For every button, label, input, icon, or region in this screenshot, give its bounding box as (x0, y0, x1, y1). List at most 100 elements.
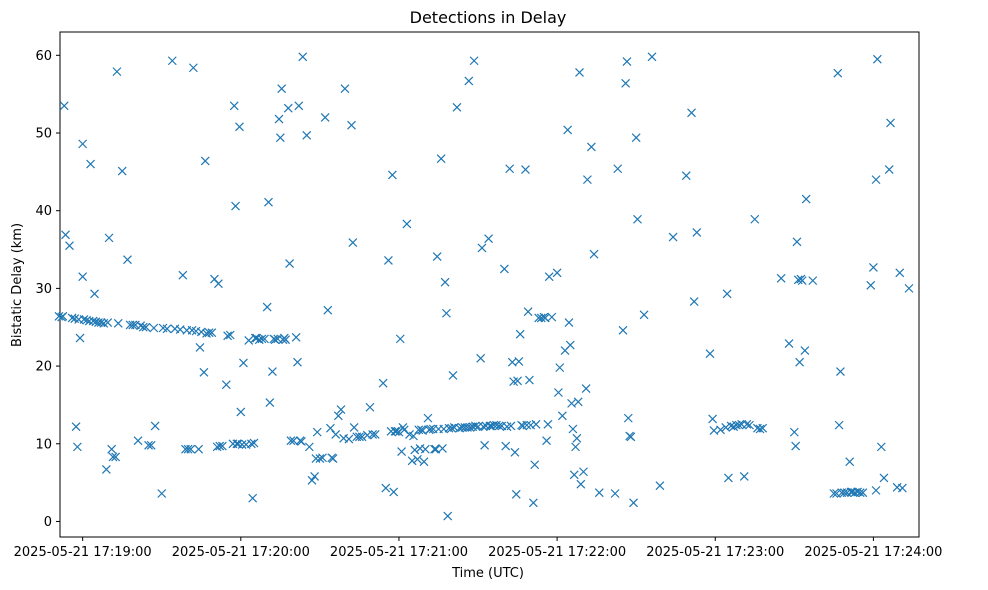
data-point-marker (72, 442, 82, 452)
data-point-marker (521, 165, 530, 174)
data-point-marker (499, 264, 509, 274)
data-point-marker (734, 420, 744, 430)
y-tick-label: 50 (35, 127, 52, 142)
data-point-marker (722, 289, 732, 299)
data-point-marker (397, 447, 407, 456)
data-point-marker (506, 421, 516, 431)
data-point-marker (536, 313, 546, 323)
data-point-marker (347, 120, 356, 130)
data-point-marker (633, 214, 642, 224)
data-point-marker (724, 473, 733, 483)
data-point-marker (689, 297, 699, 307)
data-point-marker (162, 324, 172, 334)
data-point-marker (304, 442, 314, 452)
data-point-marker (320, 113, 330, 122)
data-point-marker (79, 315, 89, 324)
data-point-marker (501, 441, 511, 451)
data-point-marker (103, 318, 113, 327)
data-point-marker (729, 422, 739, 432)
data-point-marker (387, 170, 397, 180)
data-point-marker (248, 493, 258, 503)
data-point-marker (621, 78, 631, 88)
data-point-marker (365, 402, 375, 412)
data-point-marker (231, 201, 240, 211)
data-point-marker (141, 322, 151, 332)
data-point-marker (138, 322, 148, 332)
data-point-marker (90, 289, 99, 299)
x-tick-label: 2025-05-21 17:22:00 (488, 545, 626, 560)
data-point-marker (845, 457, 855, 467)
data-point-marker (886, 118, 895, 128)
data-point-marker (285, 259, 295, 268)
data-point-marker (426, 424, 436, 434)
data-point-marker (631, 133, 641, 143)
data-point-marker (378, 378, 388, 388)
data-point-marker (123, 255, 132, 265)
data-point-marker (833, 68, 843, 78)
data-point-marker (565, 340, 575, 350)
data-point-marker (750, 214, 760, 224)
data-point-marker (655, 481, 665, 491)
data-point-marker (277, 84, 287, 94)
data-point-marker (522, 420, 532, 430)
data-point-marker (443, 511, 453, 521)
data-point-marker (555, 363, 565, 373)
data-point-marker (71, 422, 81, 432)
data-point-marker (275, 133, 285, 143)
x-tick-label: 2025-05-21 17:24:00 (804, 545, 942, 560)
data-point-marker (513, 376, 522, 386)
data-point-marker (543, 419, 553, 429)
data-point-marker (291, 332, 301, 342)
data-point-marker (183, 444, 193, 454)
data-point-marker (589, 249, 599, 259)
data-point-marker (257, 334, 267, 344)
data-point-marker (199, 367, 209, 377)
data-point-marker (586, 142, 596, 152)
data-point-marker (668, 232, 678, 242)
data-point-marker (200, 156, 210, 166)
data-point-marker (904, 283, 914, 293)
data-point-marker (239, 358, 248, 368)
data-point-marker (511, 489, 521, 499)
data-point-marker (75, 333, 85, 343)
data-point-marker (477, 243, 487, 253)
data-point-marker (829, 489, 839, 498)
data-point-marker (186, 444, 196, 454)
data-point-marker (150, 421, 160, 431)
chart-title: Detections in Delay (410, 8, 567, 27)
data-point-marker (708, 414, 718, 424)
data-point-marker (274, 114, 284, 124)
data-point-marker (594, 488, 604, 498)
data-point-marker (438, 444, 447, 453)
data-point-marker (407, 456, 417, 466)
data-point-marker (423, 413, 433, 423)
data-point-marker (204, 328, 214, 338)
data-point-marker (54, 311, 64, 321)
data-point-marker (563, 125, 573, 135)
data-point-marker (792, 237, 802, 247)
data-point-marker (626, 432, 636, 442)
data-point-marker (104, 233, 114, 243)
data-point-marker (530, 460, 540, 470)
data-point-marker (705, 349, 715, 359)
data-point-marker (884, 165, 894, 174)
data-point-marker (742, 419, 752, 429)
x-tick-label: 2025-05-21 17:20:00 (172, 545, 310, 560)
data-point-marker (613, 164, 623, 174)
data-point-marker (312, 427, 322, 437)
data-point-marker (144, 440, 153, 450)
data-point-marker (133, 436, 143, 446)
data-point-marker (409, 431, 418, 441)
data-point-marker (207, 328, 217, 338)
data-point-marker (383, 255, 393, 265)
data-point-marker (349, 423, 359, 432)
data-point-marker (136, 321, 146, 331)
data-point-marker (528, 498, 538, 508)
data-point-marker (107, 444, 117, 454)
data-point-marker (194, 444, 204, 454)
data-point-marker (855, 488, 865, 498)
data-point-marker (801, 194, 811, 204)
data-point-marker (223, 331, 233, 341)
data-point-marker (868, 262, 878, 272)
data-point-marker (297, 437, 306, 446)
